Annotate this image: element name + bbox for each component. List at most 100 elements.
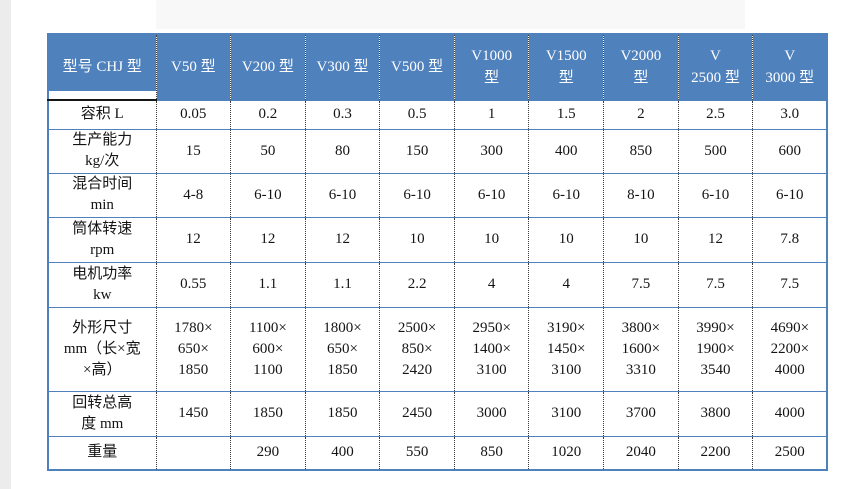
cell: 400 xyxy=(304,435,381,471)
cell: 3800× 1600× 3310 xyxy=(603,306,679,392)
column-header-v2000: V2000 型 xyxy=(603,33,679,101)
cell: 12 xyxy=(230,216,306,263)
cell: 6-10 xyxy=(453,172,530,218)
cell: 3800 xyxy=(677,390,754,437)
cell: 1780× 650× 1850 xyxy=(155,306,232,392)
cell: 4000 xyxy=(752,390,828,437)
header-row: 型号 CHJ 型 V50 型 V200 型 V300 型 V500 型 V100… xyxy=(47,33,828,101)
cell: 2 xyxy=(603,99,679,130)
row-label: 生产能力 kg/次 xyxy=(47,128,157,174)
cell: 15 xyxy=(155,128,232,174)
cell: 12 xyxy=(155,216,232,263)
cell: 3700 xyxy=(603,390,679,437)
row-label: 重量 xyxy=(47,435,157,471)
cell: 1.5 xyxy=(528,99,605,130)
cell xyxy=(155,435,232,471)
cell: 2040 xyxy=(603,435,679,471)
cell: 0.2 xyxy=(230,99,306,130)
cell: 1850 xyxy=(304,390,381,437)
cell: 2.5 xyxy=(677,99,754,130)
table-row-dimensions: 外形尺寸 mm（长×宽 ×高） 1780× 650× 1850 1100× 60… xyxy=(47,306,828,392)
cell: 0.3 xyxy=(304,99,381,130)
cell: 1850 xyxy=(230,390,306,437)
cell: 80 xyxy=(304,128,381,174)
row-label: 回转总高 度 mm xyxy=(47,390,157,437)
table-row-weight: 重量 290 400 550 850 1020 2040 2200 2500 xyxy=(47,435,828,471)
cell: 3190× 1450× 3100 xyxy=(528,306,605,392)
cell: 850 xyxy=(603,128,679,174)
cell: 2.2 xyxy=(379,261,455,308)
cell: 10 xyxy=(528,216,605,263)
row-label: 筒体转速 rpm xyxy=(47,216,157,263)
cell: 1.1 xyxy=(230,261,306,308)
cell: 2950× 1400× 3100 xyxy=(453,306,530,392)
cell: 7.5 xyxy=(752,261,828,308)
cell: 550 xyxy=(379,435,455,471)
row-label: 混合时间 min xyxy=(47,172,157,218)
row-label: 容积 L xyxy=(47,99,157,130)
cell: 6-10 xyxy=(677,172,754,218)
column-header-v1000: V1000 型 xyxy=(453,33,530,101)
column-header-v3000: V 3000 型 xyxy=(752,33,828,101)
cell: 3990× 1900× 3540 xyxy=(677,306,754,392)
spec-table-container: 型号 CHJ 型 V50 型 V200 型 V300 型 V500 型 V100… xyxy=(47,33,829,471)
cell: 4690× 2200× 4000 xyxy=(752,306,828,392)
cell: 150 xyxy=(379,128,455,174)
cell: 10 xyxy=(603,216,679,263)
column-header-model: 型号 CHJ 型 xyxy=(47,33,157,101)
table-row-motor-power: 电机功率 kw 0.55 1.1 1.1 2.2 4 4 7.5 7.5 7.5 xyxy=(47,261,828,308)
cell: 4-8 xyxy=(155,172,232,218)
cell: 3000 xyxy=(453,390,530,437)
cell: 3100 xyxy=(528,390,605,437)
cell: 7.5 xyxy=(677,261,754,308)
cell: 1 xyxy=(453,99,530,130)
cell: 1450 xyxy=(155,390,232,437)
cell: 290 xyxy=(230,435,306,471)
page-top-band xyxy=(156,0,745,29)
cell: 1800× 650× 1850 xyxy=(304,306,381,392)
cell: 7.5 xyxy=(603,261,679,308)
cell: 10 xyxy=(453,216,530,263)
cell: 0.5 xyxy=(379,99,455,130)
table-row-capacity: 生产能力 kg/次 15 50 80 150 300 400 850 500 6… xyxy=(47,128,828,174)
cell: 50 xyxy=(230,128,306,174)
cell: 1020 xyxy=(528,435,605,471)
cell: 0.55 xyxy=(155,261,232,308)
table-row-drum-speed: 筒体转速 rpm 12 12 12 10 10 10 10 12 7.8 xyxy=(47,216,828,263)
row-label: 外形尺寸 mm（长×宽 ×高） xyxy=(47,306,157,392)
cell: 1.1 xyxy=(304,261,381,308)
cell: 6-10 xyxy=(379,172,455,218)
table-row-mixing-time: 混合时间 min 4-8 6-10 6-10 6-10 6-10 6-10 8-… xyxy=(47,172,828,218)
column-header-v2500: V 2500 型 xyxy=(677,33,754,101)
cell: 6-10 xyxy=(230,172,306,218)
cell: 3.0 xyxy=(752,99,828,130)
cell: 0.05 xyxy=(155,99,232,130)
cell: 12 xyxy=(677,216,754,263)
cell: 6-10 xyxy=(304,172,381,218)
cell: 600 xyxy=(752,128,828,174)
cell: 2200 xyxy=(677,435,754,471)
page-left-gutter xyxy=(0,0,11,489)
cell: 4 xyxy=(528,261,605,308)
table-row-volume: 容积 L 0.05 0.2 0.3 0.5 1 1.5 2 2.5 3.0 xyxy=(47,99,828,130)
column-header-v300: V300 型 xyxy=(304,33,381,101)
cell: 500 xyxy=(677,128,754,174)
cell: 400 xyxy=(528,128,605,174)
cell: 4 xyxy=(453,261,530,308)
cell: 6-10 xyxy=(528,172,605,218)
column-header-v200: V200 型 xyxy=(230,33,306,101)
cell: 8-10 xyxy=(603,172,679,218)
cell: 1100× 600× 1100 xyxy=(230,306,306,392)
row-label: 电机功率 kw xyxy=(47,261,157,308)
column-header-v1500: V1500 型 xyxy=(528,33,605,101)
column-header-v500: V500 型 xyxy=(379,33,455,101)
table-row-swivel-height: 回转总高 度 mm 1450 1850 1850 2450 3000 3100 … xyxy=(47,390,828,437)
cell: 6-10 xyxy=(752,172,828,218)
cell: 10 xyxy=(379,216,455,263)
cell: 850 xyxy=(453,435,530,471)
cell: 2450 xyxy=(379,390,455,437)
column-header-v50: V50 型 xyxy=(155,33,232,101)
cell: 2500 xyxy=(752,435,828,471)
cell: 12 xyxy=(304,216,381,263)
mixer-spec-table: 型号 CHJ 型 V50 型 V200 型 V300 型 V500 型 V100… xyxy=(47,33,829,471)
